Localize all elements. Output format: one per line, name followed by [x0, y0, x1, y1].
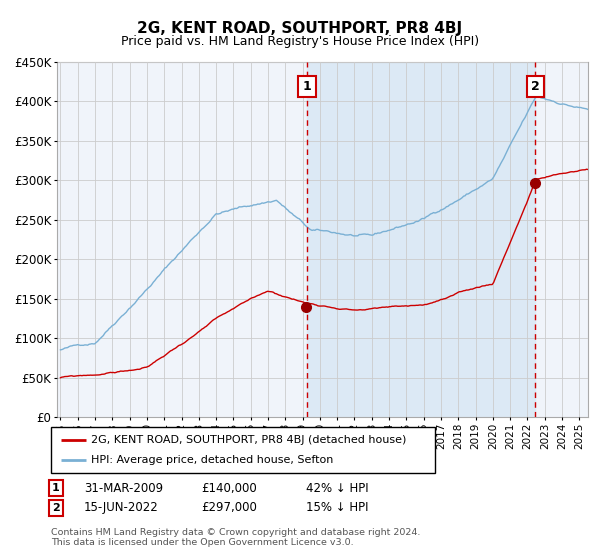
Text: 42% ↓ HPI: 42% ↓ HPI	[306, 482, 368, 495]
Text: HPI: Average price, detached house, Sefton: HPI: Average price, detached house, Seft…	[91, 455, 334, 465]
Text: 15% ↓ HPI: 15% ↓ HPI	[306, 501, 368, 515]
Text: 1: 1	[302, 80, 311, 93]
Bar	[307, 62, 535, 417]
Text: 2: 2	[52, 503, 59, 513]
Text: 2G, KENT ROAD, SOUTHPORT, PR8 4BJ: 2G, KENT ROAD, SOUTHPORT, PR8 4BJ	[137, 21, 463, 36]
Text: 2G, KENT ROAD, SOUTHPORT, PR8 4BJ (detached house): 2G, KENT ROAD, SOUTHPORT, PR8 4BJ (detac…	[91, 435, 407, 445]
Text: 31-MAR-2009: 31-MAR-2009	[84, 482, 163, 495]
Text: Price paid vs. HM Land Registry's House Price Index (HPI): Price paid vs. HM Land Registry's House …	[121, 35, 479, 48]
Text: £140,000: £140,000	[201, 482, 257, 495]
Text: 15-JUN-2022: 15-JUN-2022	[84, 501, 159, 515]
Text: £297,000: £297,000	[201, 501, 257, 515]
Text: 1: 1	[52, 483, 59, 493]
Text: 2: 2	[531, 80, 540, 93]
Text: Contains HM Land Registry data © Crown copyright and database right 2024.
This d: Contains HM Land Registry data © Crown c…	[51, 528, 421, 547]
